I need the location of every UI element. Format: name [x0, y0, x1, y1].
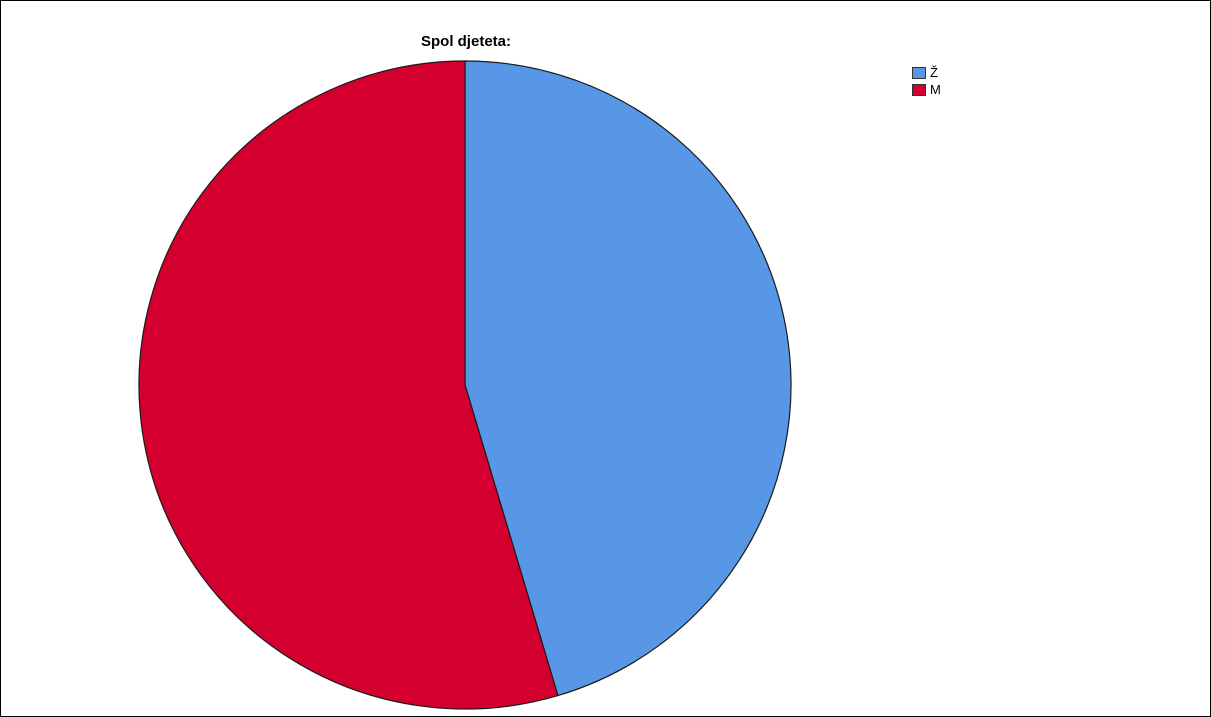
pie-slice-1 [464, 60, 792, 697]
legend-label: M [930, 82, 941, 97]
legend-swatch [912, 66, 926, 79]
legend-item-2: M [912, 81, 941, 98]
legend-item-1: Ž [912, 64, 941, 81]
legend-swatch [912, 83, 926, 96]
legend-label: Ž [930, 65, 938, 80]
chart-title: Spol djeteta: [420, 33, 511, 50]
pie-slice-2 [138, 60, 559, 710]
